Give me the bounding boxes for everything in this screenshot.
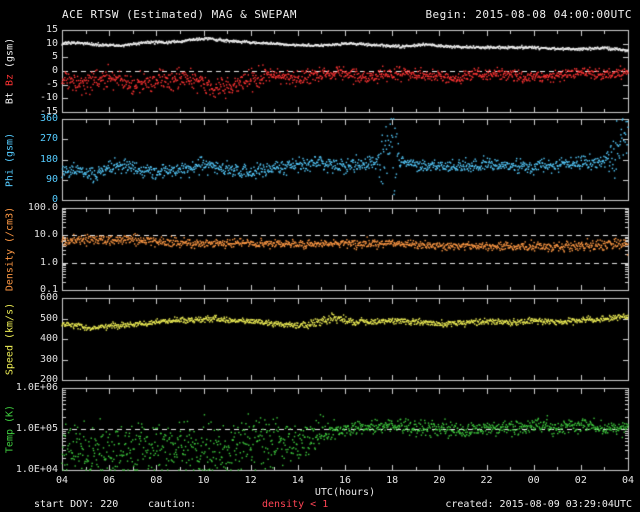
footer-start-doy: start DOY: 220 <box>34 499 119 510</box>
y-tick-label: 270 <box>39 133 58 145</box>
y-axis-label-part: (gsm) <box>4 37 16 75</box>
x-tick-label: 00 <box>527 475 540 486</box>
y-axis-label-part: Speed (km/s) <box>4 302 16 376</box>
y-axis-label-speed: Speed (km/s) <box>5 303 16 375</box>
y-tick-label: 1.0 <box>39 256 58 268</box>
x-tick-label: 02 <box>574 475 587 486</box>
y-axis-label-part: Density (/cm3) <box>4 206 16 292</box>
y-axis-label-temp: Temp (K) <box>5 405 16 453</box>
x-tick-label: 22 <box>480 475 493 486</box>
y-axis-label-part: Bz <box>4 74 16 87</box>
y-tick-label: 300 <box>39 353 58 365</box>
footer-created-timestamp: created: 2015-08-09 03:29:04UTC <box>445 499 632 510</box>
y-axis-label-mag: Bt Bz (gsm) <box>5 38 16 104</box>
x-tick-label: 04 <box>55 475 69 486</box>
y-tick-label: 360 <box>39 113 58 124</box>
y-axis-label-part: Phi (gsm) <box>4 132 16 187</box>
y-tick-label: 200 <box>39 374 58 385</box>
y-tick-label: 10.0 <box>33 229 58 241</box>
footer: start DOY: 220 caution: density < 1 crea… <box>0 499 640 512</box>
y-tick-label: 400 <box>39 333 58 344</box>
y-tick-label: -15 <box>39 106 58 117</box>
x-tick-label: 06 <box>103 475 116 486</box>
y-tick-label: 180 <box>39 153 58 165</box>
y-tick-label: -5 <box>45 78 58 90</box>
x-tick-label: 16 <box>338 475 352 486</box>
begin-timestamp: Begin: 2015-08-08 04:00:00UTC <box>425 8 632 21</box>
x-tick-label: 14 <box>291 475 304 486</box>
y-tick-label: 15 <box>45 24 58 35</box>
y-tick-label: 5 <box>51 51 58 63</box>
x-tick-label: 20 <box>433 475 446 486</box>
footer-caution-label: caution: <box>148 499 197 510</box>
x-axis-title: UTC(hours) <box>314 487 376 498</box>
x-tick-label: 12 <box>244 475 257 486</box>
footer-caution-value: density < 1 <box>262 499 329 510</box>
y-tick-label: 0 <box>51 194 58 205</box>
y-axis-label-phi: Phi (gsm) <box>5 132 16 186</box>
y-tick-label: 100.0 <box>27 202 58 213</box>
y-tick-label: 600 <box>39 292 58 303</box>
plot-title: ACE RTSW (Estimated) MAG & SWEPAM <box>62 8 298 21</box>
y-tick-label: 500 <box>39 312 58 324</box>
y-axis-label-part: Bt <box>4 86 16 105</box>
y-tick-label: 1.0E+05 <box>15 423 58 434</box>
x-tick-label: 10 <box>197 475 210 486</box>
y-axis-label-density: Density (/cm3) <box>5 207 16 291</box>
y-tick-label: 0 <box>51 65 58 76</box>
x-tick-label: 18 <box>386 475 399 486</box>
x-tick-label: 08 <box>150 475 163 486</box>
y-axis-label-part: Temp (K) <box>4 404 16 454</box>
y-tick-label: 0.1 <box>39 284 58 295</box>
y-tick-label: 10 <box>45 37 58 49</box>
y-tick-label: 90 <box>45 173 58 185</box>
x-tick-label: 04 <box>621 475 635 486</box>
y-tick-label: -10 <box>39 92 58 104</box>
y-tick-label: 1.0E+06 <box>15 382 58 393</box>
y-tick-label: 1.0E+04 <box>15 464 58 475</box>
